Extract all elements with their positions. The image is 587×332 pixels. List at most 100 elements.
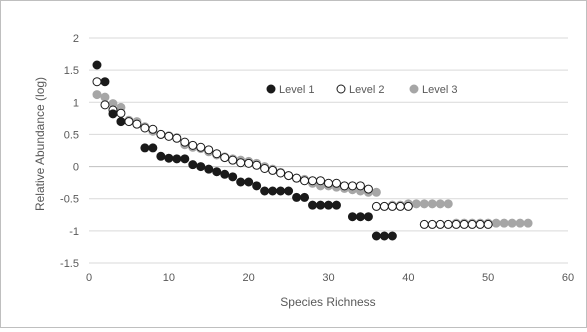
scatter-chart: 2 1.5 1 0.5 0 -0.5 -1 -1.5 0 10 20 30 40 50 60 Level … [33,33,574,309]
data-point [204,145,214,155]
series-level-1 [92,60,397,241]
data-point [276,186,286,196]
data-point [196,162,206,172]
data-point [252,181,262,191]
y-tick-label: -1.5 [60,258,79,270]
data-point [220,153,230,163]
x-tick-label: 10 [163,272,175,284]
y-tick-label: 0 [73,162,79,174]
data-point [116,117,126,127]
data-point [371,187,381,197]
data-point [292,173,302,183]
data-point [300,176,310,186]
data-point [284,186,294,196]
data-point [220,169,230,179]
data-point [172,154,182,164]
legend-marker [266,84,276,94]
y-tick-label: -1 [69,226,79,238]
data-point [419,219,429,229]
data-point [148,124,158,134]
x-axis-title: Species Richness [280,295,375,309]
data-point [379,231,389,241]
data-point [156,151,166,161]
x-tick-label: 40 [402,272,414,284]
data-point [108,109,118,119]
data-point [347,181,357,191]
data-point [387,201,397,211]
y-tick-label: 1.5 [64,65,79,77]
data-point [164,131,174,141]
data-point [419,199,429,209]
data-point [276,168,286,178]
data-point [316,176,326,186]
y-tick-label: 1 [73,97,79,109]
data-point [148,143,158,153]
data-point [100,92,110,102]
data-point [467,219,477,229]
data-point [100,100,110,110]
data-point [371,231,381,241]
x-tick-label: 50 [482,272,494,284]
data-point [284,171,294,181]
data-point [260,164,270,173]
data-point [188,140,198,150]
x-tick-label: 30 [322,272,334,284]
data-point [92,90,102,100]
data-point [523,218,533,228]
data-point [236,177,246,187]
legend-marker [409,84,419,94]
legend-marker [336,84,346,94]
data-point [180,137,190,147]
x-tick-labels: 0 10 20 30 40 50 60 [86,272,574,284]
data-points [92,60,533,241]
data-point [475,219,485,229]
data-point [435,199,445,209]
data-point [188,160,198,170]
data-point [212,167,222,177]
data-point [379,201,389,211]
data-point [164,153,174,163]
data-point [244,177,254,187]
data-point [427,219,437,229]
data-point [92,60,102,70]
data-point [387,231,397,241]
data-point [331,178,341,188]
data-point [411,199,421,209]
data-point [403,201,413,211]
data-point [395,201,405,211]
data-point [140,143,150,153]
data-point [204,164,214,174]
data-point [180,154,190,164]
data-point [459,219,469,229]
data-point [300,192,310,202]
data-point [228,172,238,182]
data-point [236,158,246,168]
data-point [515,218,525,228]
data-point [499,218,509,228]
data-point [363,184,373,194]
data-point [427,199,437,209]
x-tick-label: 20 [243,272,255,284]
data-point [324,200,333,210]
data-point [451,219,461,229]
data-point [172,133,182,143]
data-point [268,186,278,196]
data-point [260,186,270,196]
data-point [435,219,445,229]
data-point [347,212,357,222]
data-point [116,108,126,118]
data-point [491,218,501,228]
data-point [252,160,262,170]
data-point [92,77,102,87]
data-point [443,199,453,209]
data-point [507,218,517,228]
data-point [355,212,365,222]
data-point [132,119,142,129]
legend-label: Level 1 [279,84,314,96]
data-point [483,219,493,229]
data-point [228,155,238,165]
data-point [371,201,381,211]
data-point [308,176,318,186]
legend-label: Level 3 [422,84,457,96]
data-point [292,192,302,202]
